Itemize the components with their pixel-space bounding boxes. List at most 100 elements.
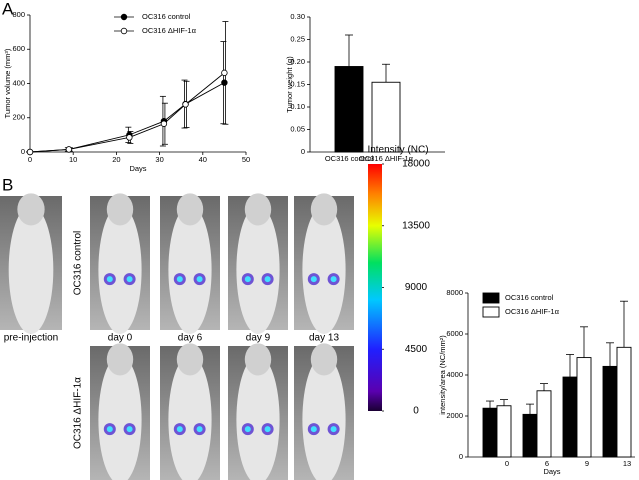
x-tick-label: 20 (112, 155, 120, 164)
y-tick-label: 2000 (446, 411, 463, 420)
bar (522, 413, 538, 458)
x-tick-label: 40 (199, 155, 207, 164)
colorbar-tick-label: 9000 (405, 282, 428, 293)
legend-label: OC316 control (142, 12, 191, 21)
legend-label: OC316 control (505, 293, 554, 302)
signal (196, 426, 203, 433)
x-tick-label: 0 (505, 459, 509, 468)
mouse-head (106, 343, 134, 376)
panel-label: B (2, 175, 13, 194)
marker (221, 79, 228, 86)
mouse-head (106, 193, 134, 226)
y-tick-label: 0.15 (290, 79, 305, 88)
y-tick-label: 200 (12, 113, 25, 122)
colorbar-tick-label: 4500 (405, 344, 428, 355)
column-label: day 9 (246, 333, 271, 344)
colorbar-tick-label: 13500 (402, 220, 430, 231)
mouse-head (17, 193, 45, 226)
legend-marker (120, 13, 128, 21)
signal (106, 426, 113, 433)
marker (182, 101, 189, 108)
signal (264, 426, 271, 433)
signal (310, 426, 317, 433)
bar (536, 390, 552, 458)
panel-label: A (2, 0, 14, 18)
x-tick-label: OC316 control (325, 154, 374, 163)
x-tick-label: 30 (155, 155, 163, 164)
signal (176, 426, 183, 433)
bar (334, 66, 364, 153)
colorbar-tick-label: 0 (413, 406, 419, 417)
x-tick-label: 0 (28, 155, 32, 164)
signal (264, 276, 271, 283)
mouse-body (302, 205, 346, 335)
y-tick-label: 400 (12, 78, 25, 87)
signal (310, 276, 317, 283)
signal (196, 276, 203, 283)
marker (65, 146, 73, 153)
mouse-head (310, 193, 338, 226)
signal (330, 426, 337, 433)
mouse-head (244, 343, 272, 376)
y-tick-label: 0.05 (290, 124, 305, 133)
mouse-body (236, 355, 280, 480)
bar (371, 81, 401, 153)
y-axis-label: intensity/area (NC/mm²) (438, 335, 447, 415)
bar (602, 365, 618, 458)
legend-swatch (482, 306, 500, 318)
x-tick-label: OC316 ΔHIF-1α (359, 154, 414, 163)
legend-label: OC316 ΔHIF-1α (142, 26, 197, 35)
marker (126, 134, 133, 141)
x-axis-label: Days (129, 164, 146, 173)
bar (616, 346, 632, 458)
signal (176, 276, 183, 283)
y-tick-label: 8000 (446, 288, 463, 297)
column-label: day 0 (108, 333, 133, 344)
bar (496, 405, 512, 458)
y-tick-label: 0.10 (290, 102, 305, 111)
y-tick-label: 800 (12, 10, 25, 19)
column-label: day 6 (178, 333, 203, 344)
y-axis-label: Tumor weight (g) (285, 56, 294, 113)
column-label: pre-injection (4, 333, 58, 344)
mouse-body (8, 205, 54, 335)
mouse-body (302, 355, 346, 480)
y-axis-label: Tumor volume (mm³) (3, 48, 12, 118)
marker (221, 69, 228, 77)
y-tick-label: 0 (301, 147, 305, 156)
marker (26, 148, 34, 156)
bar (562, 376, 578, 458)
y-tick-label: 0.25 (290, 34, 305, 43)
y-tick-label: 0.30 (290, 12, 305, 21)
y-tick-label: 0 (21, 147, 25, 156)
signal (106, 276, 113, 283)
colorbar-title: Intensity (NC) (367, 145, 428, 156)
signal (126, 276, 133, 283)
signal (244, 426, 251, 433)
row-label: OC316 control (73, 231, 84, 295)
mouse-body (98, 355, 142, 480)
mouse-head (244, 193, 272, 226)
colorbar-tick-label: 18000 (402, 159, 430, 170)
mouse-head (176, 343, 204, 376)
row-label: OC316 ΔHIF-1α (73, 377, 84, 449)
x-tick-label: 50 (242, 155, 250, 164)
mouse-body (168, 355, 212, 480)
signal (244, 276, 251, 283)
series-line (29, 82, 225, 153)
y-tick-label: 6000 (446, 329, 463, 338)
y-tick-label: 0.20 (290, 57, 305, 66)
legend-swatch (482, 292, 500, 304)
bar (576, 357, 592, 458)
x-axis-label: Days (543, 467, 560, 476)
color-scale (368, 164, 382, 411)
mouse-head (176, 193, 204, 226)
mouse-body (236, 205, 280, 335)
mouse-body (168, 205, 212, 335)
series-line (29, 72, 225, 153)
x-tick-label: 9 (585, 459, 589, 468)
marker (160, 120, 168, 127)
signal (126, 426, 133, 433)
x-tick-label: 10 (69, 155, 77, 164)
x-tick-label: 6 (545, 459, 549, 468)
